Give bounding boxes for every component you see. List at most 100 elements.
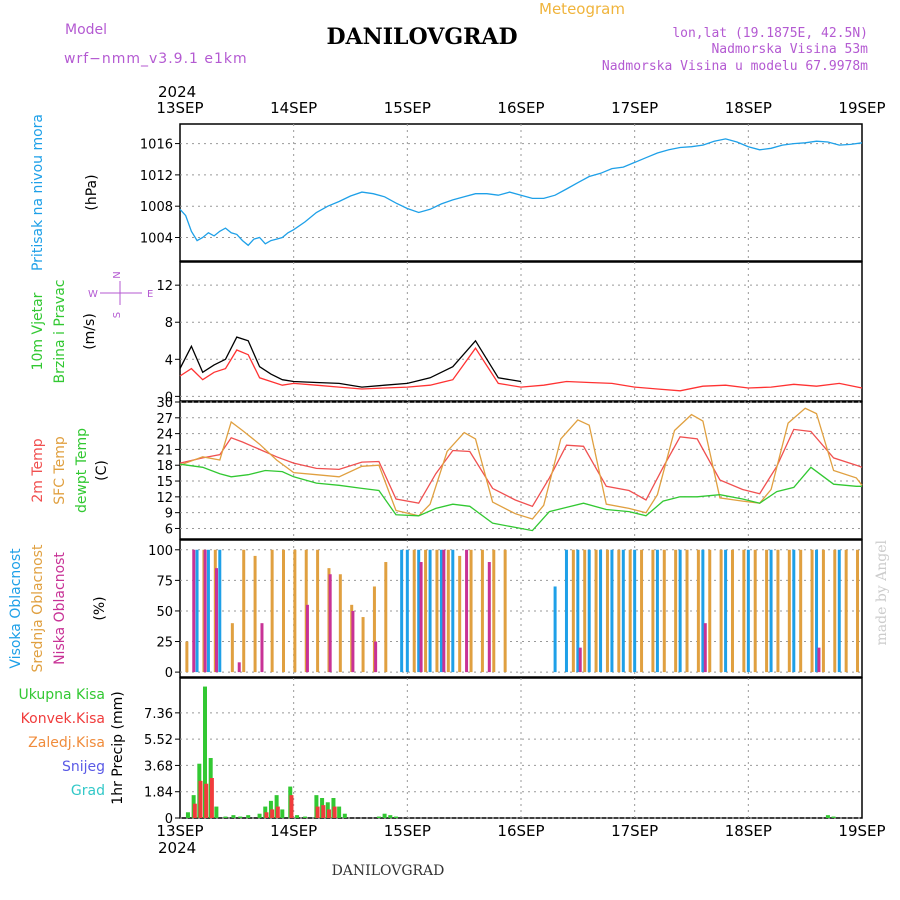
clouds-bar-1 — [810, 549, 814, 673]
clouds-ylabel-2: Niska Oblacnost — [52, 552, 68, 665]
precip-bar-0 — [393, 816, 398, 818]
clouds-bar-1 — [242, 549, 246, 673]
clouds-bar-1 — [833, 549, 837, 673]
clouds-bar-1 — [435, 549, 439, 673]
temperature-ytick-label: 6 — [165, 522, 173, 537]
clouds-bar-1 — [282, 549, 285, 673]
clouds-bar-0 — [405, 549, 409, 673]
date-label-top-15SEP: 15SEP — [384, 99, 431, 117]
clouds-bar-1 — [270, 549, 274, 673]
temperature-ylabel-0: 2m Temp — [30, 438, 46, 502]
precip-ytick-label: 5.52 — [144, 733, 173, 748]
clouds-bar-1 — [776, 549, 780, 673]
compass-e: E — [147, 289, 153, 300]
clouds-bar-2 — [260, 623, 264, 673]
clouds-bar-1 — [424, 549, 428, 673]
clouds-bar-1 — [446, 549, 450, 673]
clouds-ytick-label: 75 — [156, 574, 173, 589]
precip-legend-4: Grad — [71, 783, 105, 799]
clouds-bar-1 — [628, 549, 632, 673]
clouds-bar-0 — [621, 549, 625, 673]
temperature-ytick-label: 24 — [156, 428, 173, 443]
clouds-bar-2 — [442, 549, 446, 673]
clouds-bar-2 — [703, 623, 707, 673]
station-title: DANILOVGRAD — [326, 24, 517, 50]
date-label-bottom-19SEP: 19SEP — [838, 822, 885, 840]
clouds-ylabel-3: (%) — [92, 596, 108, 620]
clouds-bar-0 — [769, 549, 773, 673]
wind-series-0 — [179, 347, 863, 392]
clouds-bar-0 — [206, 549, 210, 673]
precip-bar-1 — [270, 809, 275, 818]
clouds-bar-1 — [696, 549, 700, 673]
clouds-bar-1 — [492, 549, 496, 673]
clouds-bar-0 — [218, 549, 222, 673]
clouds-bar-2 — [192, 549, 196, 673]
clouds-bar-0 — [576, 549, 580, 673]
clouds-bar-1 — [708, 549, 712, 673]
watermark: made by Angel — [874, 539, 890, 645]
clouds-bar-0 — [815, 549, 819, 673]
clouds-bar-1 — [594, 549, 598, 673]
clouds-bar-1 — [253, 555, 257, 673]
clouds-bar-2 — [328, 574, 332, 673]
clouds-bar-1 — [730, 549, 734, 673]
lonlat-label: lon,lat (19.1875E, 42.5N) — [672, 26, 868, 41]
precip-bar-0 — [388, 815, 393, 818]
clouds-bar-1 — [651, 549, 655, 673]
clouds-bar-0 — [417, 549, 421, 673]
clouds-bar-1 — [372, 586, 376, 673]
elevation-label: Nadmorska Visina 53m — [711, 42, 868, 57]
temperature-ylabel-1: SFC Temp — [52, 436, 68, 505]
clouds-bar-0 — [837, 549, 841, 673]
chart-kind: Meteogram — [539, 0, 625, 18]
clouds-ylabel-1: Srednja Oblacnost — [30, 544, 46, 672]
clouds-bar-0 — [633, 549, 637, 673]
clouds-bar-1 — [605, 549, 609, 673]
model-elevation-label: Nadmorska Visina u modelu 67.9978m — [602, 59, 868, 74]
pressure-ytick-label: 1008 — [140, 200, 173, 215]
date-label-top-19SEP: 19SEP — [838, 99, 885, 117]
precip-bar-0 — [295, 815, 300, 818]
clouds-bar-0 — [553, 586, 557, 673]
clouds-bar-0 — [655, 549, 659, 673]
precip-ytick-label: 7.36 — [144, 707, 173, 722]
temperature-ylabel-2: dewpt Temp — [74, 428, 90, 513]
panel-precip: 0 1.84 3.68 5.52 7.36 1hr Precip (mm) — [110, 677, 863, 827]
pressure-ylabel-0: Pritisak na nivou mora — [30, 114, 46, 271]
clouds-bar-2 — [374, 641, 378, 673]
wind-ylabel-0: 10m Vjetar — [30, 292, 46, 370]
date-label-top-16SEP: 16SEP — [497, 99, 544, 117]
clouds-bar-0 — [439, 549, 443, 673]
precip-bar-0 — [214, 806, 219, 818]
precip-bar-1 — [192, 803, 197, 818]
precip-bar-1 — [209, 778, 214, 818]
clouds-bar-1 — [685, 549, 689, 673]
clouds-bar-1 — [821, 549, 825, 673]
temperature-series-0 — [179, 428, 863, 508]
clouds-bar-1 — [856, 549, 860, 673]
precip-bar-0 — [185, 812, 190, 818]
clouds-bar-1 — [742, 549, 746, 673]
clouds-bar-1 — [617, 549, 621, 673]
precip-bar-1 — [289, 795, 294, 818]
precip-bar-1 — [264, 812, 269, 818]
precip-bar-0 — [203, 686, 208, 818]
precip-bar-1 — [321, 805, 326, 818]
precip-bar-0 — [342, 813, 347, 818]
date-label-bottom-16SEP: 16SEP — [497, 822, 544, 840]
clouds-ytick-label: 100 — [148, 544, 173, 559]
precip-bar-1 — [198, 780, 203, 818]
precip-bar-0 — [280, 809, 285, 818]
year-label-top: 2024 — [158, 83, 196, 101]
model-label: Model — [65, 22, 107, 38]
clouds-bar-0 — [428, 549, 432, 673]
footer-station: DANILOVGRAD — [332, 863, 445, 879]
clouds-bar-2 — [578, 647, 582, 673]
precip-legend-3: Snijeg — [62, 759, 105, 775]
wind-ytick-label: 8 — [165, 316, 173, 331]
clouds-bar-1 — [662, 549, 666, 673]
precip-bar-0 — [376, 816, 381, 818]
date-label-bottom-18SEP: 18SEP — [725, 822, 772, 840]
